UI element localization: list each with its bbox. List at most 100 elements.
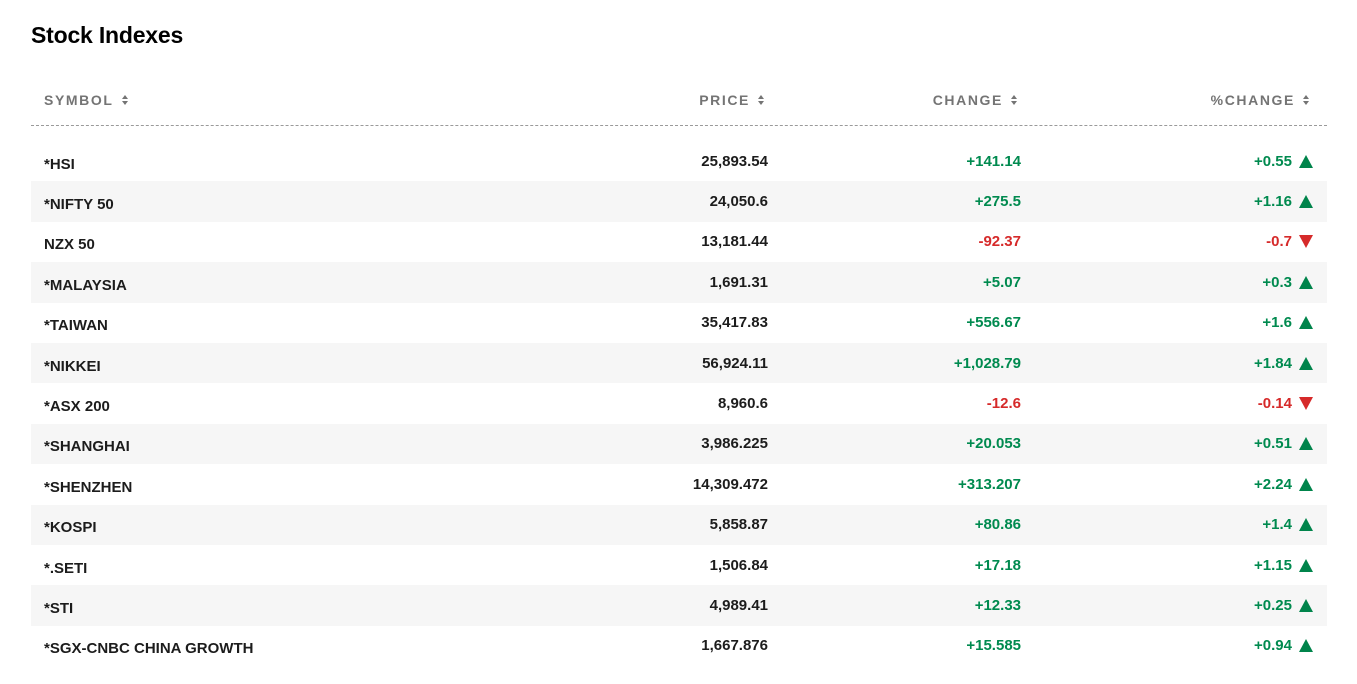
change-value: +17.18 — [974, 556, 1021, 574]
sort-arrows-icon — [758, 95, 764, 105]
pct-change-value: +1.4 — [1262, 516, 1292, 534]
pct-change-value: -0.7 — [1266, 233, 1292, 251]
table-row: *.SETI 1,506.84 +17.18 +1.15 — [31, 545, 1327, 585]
pct-change-cell: +1.4 — [1262, 505, 1313, 545]
symbol-link[interactable]: *SGX-CNBC CHINA GROWTH — [44, 640, 254, 658]
pct-change-cell: -0.7 — [1266, 222, 1313, 262]
table-row: *STI 4,989.41 +12.33 +0.25 — [31, 585, 1327, 626]
change-value: +20.053 — [966, 435, 1021, 453]
triangle-up-icon — [1299, 558, 1313, 572]
column-header-price-label: PRICE — [699, 92, 750, 108]
table-row: *NIFTY 50 24,050.6 +275.5 +1.16 — [31, 181, 1327, 222]
column-header-symbol[interactable]: SYMBOL — [44, 92, 128, 108]
triangle-up-icon — [1299, 154, 1313, 168]
price-value: 1,691.31 — [709, 273, 768, 291]
page-title: Stock Indexes — [31, 22, 184, 48]
pct-change-cell: +0.94 — [1254, 626, 1313, 666]
table-header: SYMBOL PRICE CHANGE %CHANGE — [31, 82, 1327, 126]
price-value: 13,181.44 — [701, 233, 768, 251]
change-value: -12.6 — [986, 395, 1021, 413]
price-value: 8,960.6 — [717, 395, 768, 413]
symbol-link[interactable]: *ASX 200 — [44, 398, 110, 416]
price-value: 24,050.6 — [709, 193, 768, 211]
symbol-link[interactable]: *SHANGHAI — [44, 438, 130, 456]
triangle-down-icon — [1299, 397, 1313, 411]
change-value: +141.14 — [966, 152, 1021, 170]
symbol-link[interactable]: *KOSPI — [44, 519, 97, 537]
pct-change-cell: +0.3 — [1262, 262, 1313, 302]
symbol-link[interactable]: *NIFTY 50 — [44, 196, 114, 214]
change-value: +80.86 — [974, 516, 1021, 534]
price-value: 35,417.83 — [701, 314, 768, 332]
triangle-down-icon — [1299, 235, 1313, 249]
symbol-link[interactable]: *TAIWAN — [44, 317, 108, 335]
change-value: +12.33 — [974, 596, 1021, 614]
triangle-up-icon — [1299, 477, 1313, 491]
pct-change-cell: +1.15 — [1254, 545, 1313, 585]
change-value: +313.207 — [958, 475, 1021, 493]
symbol-link[interactable]: NZX 50 — [44, 236, 95, 254]
price-value: 5,858.87 — [709, 516, 768, 534]
symbol-link[interactable]: *NIKKEI — [44, 357, 101, 375]
pct-change-value: +0.55 — [1254, 152, 1292, 170]
column-header-price[interactable]: PRICE — [699, 92, 764, 108]
symbol-link[interactable]: *HSI — [44, 155, 75, 173]
change-value: +15.585 — [966, 637, 1021, 655]
price-value: 4,989.41 — [709, 596, 768, 614]
table-row: NZX 50 13,181.44 -92.37 -0.7 — [31, 222, 1327, 262]
pct-change-cell: +0.51 — [1254, 424, 1313, 464]
triangle-up-icon — [1299, 598, 1313, 612]
price-value: 1,506.84 — [709, 556, 768, 574]
change-value: -92.37 — [978, 233, 1021, 251]
table-row: *ASX 200 8,960.6 -12.6 -0.14 — [31, 383, 1327, 423]
price-value: 56,924.11 — [702, 354, 768, 372]
pct-change-value: +1.84 — [1254, 354, 1292, 372]
table-row: *TAIWAN 35,417.83 +556.67 +1.6 — [31, 303, 1327, 343]
table-row: *HSI 25,893.54 +141.14 +0.55 — [31, 141, 1327, 181]
table-row: *SHENZHEN 14,309.472 +313.207 +2.24 — [31, 464, 1327, 504]
price-value: 3,986.225 — [701, 435, 768, 453]
pct-change-value: +0.94 — [1254, 637, 1292, 655]
column-header-pct-change-label: %CHANGE — [1210, 92, 1295, 108]
table-row: *SGX-CNBC CHINA GROWTH 1,667.876 +15.585 +0… — [31, 626, 1327, 666]
pct-change-value: -0.14 — [1257, 395, 1292, 413]
symbol-link[interactable]: *.SETI — [44, 559, 88, 577]
pct-change-value: +0.3 — [1262, 273, 1292, 291]
pct-change-value: +0.51 — [1254, 435, 1292, 453]
pct-change-cell: +0.55 — [1254, 141, 1313, 181]
triangle-up-icon — [1299, 275, 1313, 289]
pct-change-cell: +1.6 — [1262, 303, 1313, 343]
pct-change-value: +1.15 — [1254, 556, 1292, 574]
pct-change-cell: +2.24 — [1254, 464, 1313, 504]
triangle-up-icon — [1299, 518, 1313, 532]
sort-arrows-icon — [121, 95, 128, 105]
pct-change-value: +0.25 — [1254, 596, 1292, 614]
triangle-up-icon — [1299, 356, 1313, 370]
column-header-change-label: CHANGE — [932, 92, 1003, 108]
symbol-link[interactable]: *STI — [44, 599, 74, 617]
sort-arrows-icon — [1303, 95, 1309, 105]
price-value: 25,893.54 — [701, 152, 768, 170]
pct-change-cell: +0.25 — [1254, 585, 1313, 625]
triangle-up-icon — [1299, 316, 1313, 330]
table-row: *MALAYSIA 1,691.31 +5.07 +0.3 — [31, 262, 1327, 303]
price-value: 14,309.472 — [692, 475, 768, 493]
pct-change-cell: +1.16 — [1254, 181, 1313, 221]
table-body: *HSI 25,893.54 +141.14 +0.55 *NIFTY 50 24,050… — [31, 141, 1327, 666]
column-header-symbol-label: SYMBOL — [44, 92, 114, 108]
column-header-pct-change[interactable]: %CHANGE — [1211, 92, 1309, 108]
change-value: +556.67 — [966, 314, 1021, 332]
pct-change-value: +1.16 — [1254, 193, 1292, 211]
triangle-up-icon — [1299, 195, 1313, 209]
table-row: *NIKKEI 56,924.11 +1,028.79 +1.84 — [31, 342, 1327, 384]
column-header-change[interactable]: CHANGE — [933, 92, 1017, 108]
pct-change-value: +2.24 — [1254, 475, 1292, 493]
price-value: 1,667.876 — [701, 637, 768, 655]
symbol-link[interactable]: *SHENZHEN — [44, 478, 133, 496]
pct-change-cell: +1.84 — [1254, 343, 1313, 383]
stock-indexes-table: SYMBOL PRICE CHANGE %CHANGE *HSI 25,893.5… — [31, 82, 1327, 666]
symbol-link[interactable]: *MALAYSIA — [44, 276, 127, 294]
pct-change-cell: -0.14 — [1258, 383, 1313, 423]
triangle-up-icon — [1299, 639, 1313, 653]
change-value: +275.5 — [974, 193, 1021, 211]
